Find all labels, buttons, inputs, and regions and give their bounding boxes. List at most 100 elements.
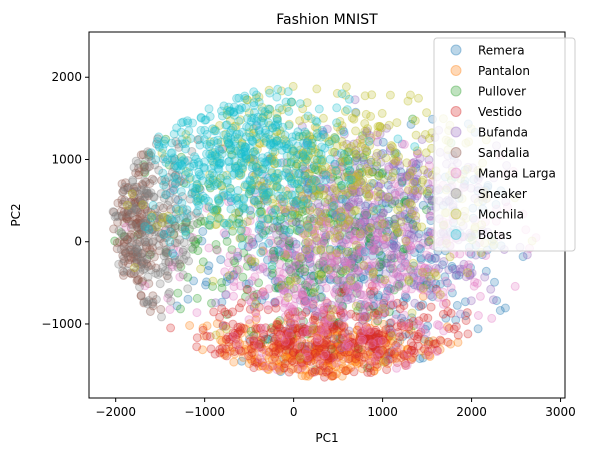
point-pantalon: [240, 340, 249, 350]
point-remera: [354, 245, 364, 255]
point-vestido: [192, 342, 202, 352]
point-remera: [234, 208, 244, 218]
point-botas: [284, 228, 294, 238]
point-botas: [278, 191, 288, 201]
point-vestido: [426, 302, 436, 312]
point-remera: [409, 225, 419, 235]
point-vestido: [228, 307, 238, 317]
point-sneaker: [117, 229, 127, 239]
point-pantalon: [354, 337, 364, 346]
point-botas: [184, 126, 194, 136]
point-remera: [294, 168, 304, 178]
point-remera: [322, 302, 332, 312]
point-vestido: [210, 349, 220, 359]
point-remera: [202, 277, 211, 287]
point-manga-larga: [305, 257, 315, 267]
point-botas: [234, 116, 244, 126]
point-botas: [360, 247, 370, 257]
point-remera: [368, 343, 377, 353]
point-pantalon: [268, 343, 278, 353]
point-remera: [447, 261, 457, 271]
point-pantalon: [310, 342, 320, 352]
point-mochila: [314, 216, 324, 226]
point-remera: [495, 306, 505, 315]
point-remera: [315, 275, 324, 285]
point-botas: [247, 163, 257, 173]
point-remera: [285, 241, 295, 251]
point-pantalon: [346, 353, 356, 362]
point-remera: [348, 282, 358, 292]
point-botas: [272, 113, 282, 123]
point-pantalon: [299, 361, 309, 370]
point-botas: [336, 212, 346, 222]
legend-marker-sandalia: [450, 147, 462, 158]
point-remera: [393, 338, 403, 348]
point-pantalon: [354, 358, 364, 368]
point-remera: [400, 210, 410, 219]
point-botas: [312, 128, 322, 138]
legend-marker-mochila: [450, 208, 462, 220]
point-sneaker: [146, 265, 156, 275]
point-remera: [350, 156, 360, 166]
point-mochila: [360, 119, 370, 128]
point-pantalon: [229, 357, 239, 367]
point-remera: [289, 199, 299, 209]
point-pantalon: [332, 331, 342, 341]
point-botas: [337, 180, 347, 190]
point-manga-larga: [337, 304, 347, 314]
legend-label-sneaker: Sneaker: [478, 187, 527, 201]
point-pantalon: [283, 356, 293, 366]
point-vestido: [363, 367, 373, 377]
legend: Remera Pantalon Pullover Vestido Bufanda Sand…: [433, 37, 576, 252]
point-vestido: [446, 308, 456, 318]
legend-marker-botas: [450, 229, 462, 240]
point-remera: [274, 277, 283, 287]
point-remera: [376, 345, 386, 355]
point-pantalon: [263, 364, 273, 374]
point-remera: [250, 261, 260, 271]
point-remera: [345, 190, 355, 200]
point-mochila: [276, 280, 286, 290]
point-manga-larga: [291, 243, 301, 253]
point-remera: [407, 313, 417, 323]
point-remera: [359, 155, 369, 165]
point-remera: [304, 252, 314, 262]
point-sneaker: [165, 288, 175, 297]
point-bufanda: [344, 326, 354, 336]
point-botas: [213, 213, 223, 223]
point-pantalon: [318, 367, 328, 377]
point-pantalon: [443, 322, 452, 332]
point-remera: [388, 300, 398, 310]
point-mochila: [130, 263, 140, 273]
point-remera: [366, 157, 376, 167]
point-mochila: [381, 153, 391, 163]
point-remera: [354, 280, 364, 289]
point-botas: [232, 93, 242, 103]
point-remera: [310, 343, 320, 353]
y-tick-label: 1000: [51, 152, 82, 166]
point-pantalon: [306, 348, 316, 358]
point-botas: [263, 173, 273, 183]
point-mochila: [402, 158, 412, 168]
point-pantalon: [348, 353, 357, 363]
point-pantalon: [395, 336, 405, 346]
point-pantalon: [328, 315, 338, 325]
point-sneaker: [157, 312, 166, 322]
point-vestido: [249, 363, 259, 373]
point-mochila: [430, 268, 440, 278]
point-manga-larga: [229, 332, 239, 341]
point-pantalon: [323, 368, 333, 378]
point-remera: [428, 292, 437, 302]
point-remera: [395, 210, 405, 220]
point-vestido: [310, 367, 320, 377]
point-botas: [337, 194, 347, 204]
point-pantalon: [246, 349, 256, 359]
point-remera: [339, 261, 349, 271]
point-pullover: [173, 288, 183, 298]
point-remera: [385, 264, 395, 274]
point-remera: [198, 227, 208, 236]
point-pantalon: [311, 357, 321, 367]
point-remera: [404, 212, 414, 222]
point-remera: [384, 323, 394, 333]
point-manga-larga: [341, 342, 351, 352]
